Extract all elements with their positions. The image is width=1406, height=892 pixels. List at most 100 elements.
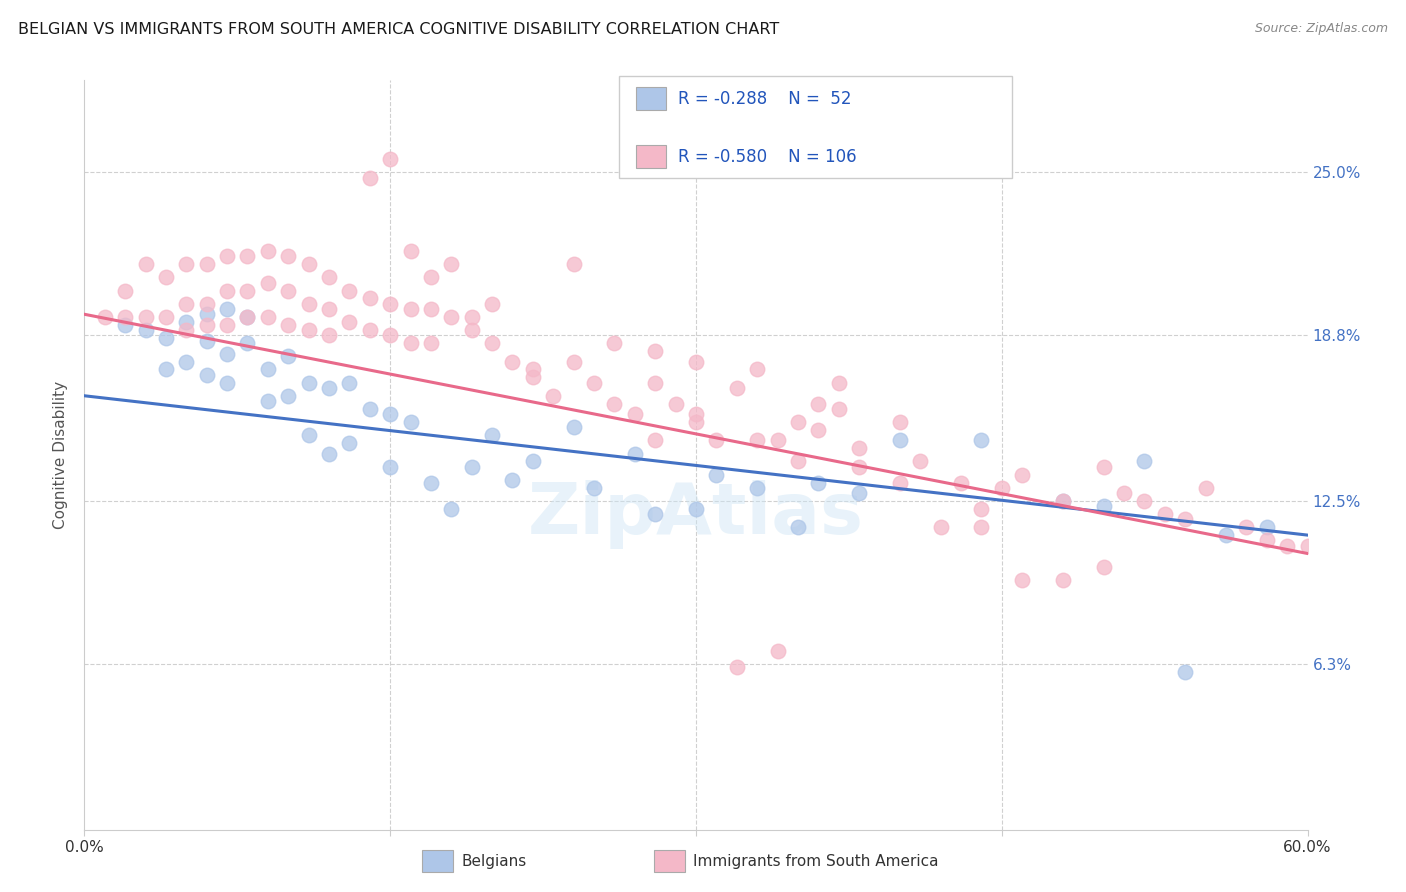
Point xyxy=(318,301,340,316)
Text: R = -0.288    N =  52: R = -0.288 N = 52 xyxy=(678,89,851,108)
Point xyxy=(747,481,769,495)
Point xyxy=(195,257,218,271)
Point xyxy=(217,318,239,332)
Point xyxy=(359,170,381,185)
Point xyxy=(298,297,321,311)
Point xyxy=(440,310,463,324)
Point xyxy=(440,257,463,271)
Point xyxy=(522,370,544,384)
Point xyxy=(135,257,157,271)
Point xyxy=(257,394,280,409)
Point xyxy=(970,520,993,534)
Point xyxy=(807,397,830,411)
Point xyxy=(725,381,748,395)
Point xyxy=(318,381,340,395)
Point xyxy=(298,323,321,337)
Point xyxy=(93,310,115,324)
Point xyxy=(217,376,239,390)
Point xyxy=(359,401,381,416)
Point xyxy=(135,323,157,337)
Point xyxy=(195,318,218,332)
Point xyxy=(217,347,239,361)
Point xyxy=(747,362,769,376)
Point xyxy=(318,447,340,461)
Point xyxy=(155,362,177,376)
Point xyxy=(889,415,911,429)
Point xyxy=(685,407,707,421)
Point xyxy=(665,397,688,411)
Point xyxy=(380,407,402,421)
Point xyxy=(380,459,402,474)
Point xyxy=(440,501,463,516)
Point xyxy=(1236,520,1258,534)
Point xyxy=(583,376,606,390)
Point xyxy=(399,336,422,351)
Point xyxy=(217,249,239,263)
Point xyxy=(481,297,503,311)
Point xyxy=(380,297,402,311)
Point xyxy=(1215,528,1237,542)
Point xyxy=(359,323,381,337)
Point xyxy=(828,401,851,416)
Point xyxy=(461,323,484,337)
Point xyxy=(603,336,626,351)
Point xyxy=(399,415,422,429)
Point xyxy=(195,297,218,311)
Point xyxy=(257,276,280,290)
Point xyxy=(339,436,361,450)
Point xyxy=(236,310,259,324)
Point xyxy=(929,520,952,534)
Point xyxy=(1277,539,1299,553)
Point xyxy=(217,284,239,298)
Point xyxy=(217,301,239,316)
Point xyxy=(277,349,299,363)
Point xyxy=(155,331,177,345)
Point xyxy=(359,292,381,306)
Point xyxy=(155,310,177,324)
Point xyxy=(236,310,259,324)
Text: Immigrants from South America: Immigrants from South America xyxy=(693,854,939,869)
Point xyxy=(889,434,911,448)
Point xyxy=(135,310,157,324)
Point xyxy=(318,328,340,343)
Point xyxy=(195,307,218,321)
Point xyxy=(991,481,1014,495)
Point xyxy=(1052,573,1074,587)
Point xyxy=(339,376,361,390)
Point xyxy=(644,507,666,521)
Point xyxy=(970,434,993,448)
Point xyxy=(420,336,443,351)
Point xyxy=(277,318,299,332)
Point xyxy=(562,257,585,271)
Point xyxy=(174,257,197,271)
Point xyxy=(114,310,136,324)
Text: Source: ZipAtlas.com: Source: ZipAtlas.com xyxy=(1254,22,1388,36)
Point xyxy=(522,362,544,376)
Point xyxy=(562,420,585,434)
Point xyxy=(950,475,973,490)
Point xyxy=(380,152,402,166)
Point xyxy=(766,434,789,448)
Point xyxy=(174,354,197,368)
Point xyxy=(114,284,136,298)
Point xyxy=(766,644,789,658)
Point xyxy=(848,486,870,500)
Point xyxy=(174,297,197,311)
Point xyxy=(970,501,993,516)
Point xyxy=(257,362,280,376)
Point xyxy=(543,389,565,403)
Point xyxy=(481,336,503,351)
Y-axis label: Cognitive Disability: Cognitive Disability xyxy=(53,381,69,529)
Point xyxy=(174,315,197,329)
Point xyxy=(685,501,707,516)
Point xyxy=(1256,533,1278,548)
Text: ZipAtlas: ZipAtlas xyxy=(529,481,863,549)
Point xyxy=(399,301,422,316)
Point xyxy=(236,284,259,298)
Point xyxy=(195,368,218,382)
Point xyxy=(1092,559,1115,574)
Point xyxy=(807,423,830,437)
Point xyxy=(502,473,524,487)
Point xyxy=(1052,494,1074,508)
Point xyxy=(889,475,911,490)
